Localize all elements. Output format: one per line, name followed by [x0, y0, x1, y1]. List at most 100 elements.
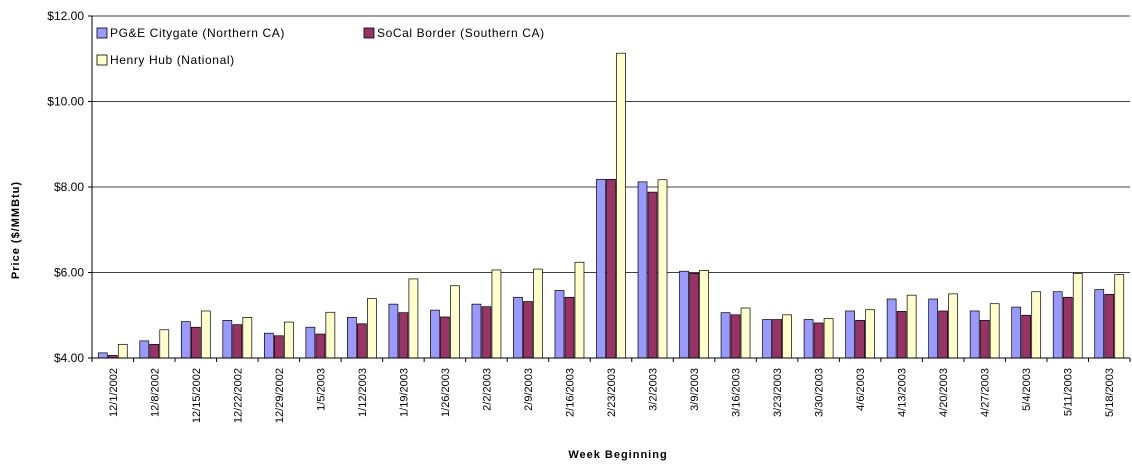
bar-1/5/2003-s1 — [315, 333, 326, 359]
bar-4/27/2003-s2 — [989, 303, 1000, 359]
bar-12/15/2002-s1 — [190, 326, 201, 359]
bar-3/2/2003-s1 — [647, 191, 658, 359]
bar-1/12/2003-s2 — [367, 298, 377, 359]
bar-1/5/2003-s0 — [305, 326, 316, 359]
bar-12/8/2002-s0 — [139, 340, 150, 359]
bar-1/26/2003-s2 — [450, 285, 460, 359]
bar-12/22/2002-s2 — [242, 317, 253, 359]
legend-swatch-henry-hub — [96, 54, 108, 66]
bar-2/2/2003-s2 — [491, 269, 502, 359]
bar-3/16/2003-s0 — [720, 312, 731, 359]
bar-4/13/2003-s1 — [896, 311, 907, 359]
bar-2/16/2003-s0 — [554, 290, 565, 359]
x-tick-label-9: 2/2/2003 — [481, 368, 493, 411]
legend-label-pge: PG&E Citygate (Northern CA) — [110, 26, 285, 40]
bar-3/9/2003-s1 — [689, 273, 699, 359]
x-tick-label-16: 3/23/2003 — [772, 368, 784, 417]
bars — [97, 52, 1125, 359]
bar-5/11/2003-s2 — [1072, 273, 1083, 359]
x-tick-label-8: 1/26/2003 — [440, 368, 452, 417]
legend-swatch-socal — [363, 27, 375, 39]
bar-1/19/2003-s1 — [398, 312, 409, 359]
bar-2/2/2003-s1 — [481, 306, 492, 359]
bar-2/16/2003-s2 — [574, 261, 585, 359]
legend-swatch-pge — [96, 27, 108, 39]
bar-12/29/2002-s1 — [273, 335, 284, 359]
y-tick-labels: $4.00 $6.00 $8.00 $10.00 $12.00 — [47, 9, 84, 365]
x-tick-label-20: 4/20/2003 — [938, 368, 950, 417]
bar-12/8/2002-s1 — [149, 343, 160, 359]
bar-5/11/2003-s1 — [1062, 296, 1073, 359]
bar-3/30/2003-s2 — [823, 318, 834, 359]
x-tick-label-1: 12/8/2002 — [149, 368, 161, 417]
bar-5/18/2003-s2 — [1114, 274, 1125, 359]
bar-3/23/2003-s1 — [772, 319, 782, 359]
bar-12/15/2002-s2 — [200, 310, 211, 359]
bar-12/29/2002-s2 — [283, 321, 294, 359]
x-tick-label-2: 12/15/2002 — [191, 368, 203, 423]
x-tick-label-0: 12/1/2002 — [108, 368, 120, 417]
y-tick-label-0: $4.00 — [54, 351, 84, 365]
x-tick-label-14: 3/9/2003 — [689, 368, 701, 411]
bar-12/8/2002-s2 — [159, 329, 170, 359]
x-tick-label-15: 3/16/2003 — [731, 368, 743, 417]
bar-3/23/2003-s2 — [782, 314, 792, 359]
bar-3/2/2003-s0 — [637, 181, 648, 359]
bar-3/30/2003-s0 — [803, 319, 814, 359]
bar-1/19/2003-s0 — [388, 303, 399, 359]
bar-2/9/2003-s2 — [533, 268, 543, 359]
bar-2/23/2003-s1 — [606, 178, 616, 359]
bar-2/16/2003-s1 — [564, 296, 575, 359]
y-tick-label-4: $12.00 — [47, 9, 84, 23]
x-tick-label-6: 1/12/2003 — [357, 368, 369, 417]
bar-3/2/2003-s2 — [657, 179, 668, 359]
x-tick-label-7: 1/19/2003 — [398, 368, 410, 417]
bar-4/20/2003-s0 — [928, 298, 939, 359]
bar-1/12/2003-s1 — [357, 323, 367, 359]
bar-12/15/2002-s0 — [180, 321, 191, 359]
bar-1/19/2003-s2 — [408, 278, 419, 359]
legend: PG&E Citygate (Northern CA) SoCal Border… — [96, 26, 544, 67]
bar-2/23/2003-s0 — [596, 178, 606, 359]
x-tick-labels: 12/1/2002 12/8/2002 12/15/2002 12/22/2002 12… — [108, 368, 1116, 423]
bar-5/18/2003-s1 — [1104, 293, 1115, 359]
bar-3/9/2003-s0 — [679, 270, 689, 359]
bar-1/26/2003-s0 — [430, 309, 440, 359]
bar-12/22/2002-s0 — [222, 320, 233, 359]
bar-4/27/2003-s1 — [979, 320, 990, 359]
x-tick-label-17: 3/30/2003 — [814, 368, 826, 417]
x-tick-label-13: 3/2/2003 — [648, 368, 660, 411]
bar-3/23/2003-s0 — [762, 319, 772, 359]
x-tick-label-24: 5/18/2003 — [1104, 368, 1116, 417]
bar-5/11/2003-s0 — [1052, 291, 1063, 359]
x-tick-label-12: 2/23/2003 — [606, 368, 618, 417]
bar-4/13/2003-s0 — [886, 298, 897, 359]
bar-12/1/2002-s0 — [97, 352, 108, 359]
x-tick-label-23: 5/11/2003 — [1063, 368, 1075, 416]
bar-4/13/2003-s2 — [906, 294, 917, 359]
bar-4/27/2003-s0 — [969, 310, 980, 359]
bar-1/12/2003-s0 — [347, 317, 357, 359]
x-tick-label-22: 5/4/2003 — [1021, 368, 1033, 411]
bar-3/9/2003-s2 — [699, 270, 709, 359]
bar-12/29/2002-s0 — [263, 332, 274, 359]
x-tick-label-10: 2/9/2003 — [523, 368, 535, 411]
bar-4/20/2003-s1 — [938, 310, 949, 359]
bar-12/1/2002-s2 — [117, 343, 128, 359]
bar-2/23/2003-s2 — [616, 52, 626, 359]
x-tick-label-18: 4/6/2003 — [855, 368, 867, 411]
y-tick-label-2: $8.00 — [54, 180, 84, 194]
bar-1/26/2003-s1 — [440, 316, 450, 359]
bar-2/9/2003-s1 — [523, 301, 533, 359]
x-tick-label-19: 4/13/2003 — [897, 368, 909, 417]
y-axis-title: Price ($/MMBtu) — [10, 181, 22, 279]
x-tick-label-5: 1/5/2003 — [315, 368, 327, 411]
bar-1/5/2003-s2 — [325, 311, 336, 359]
y-tick-label-3: $10.00 — [47, 95, 84, 109]
bar-4/6/2003-s2 — [865, 309, 875, 359]
bar-4/20/2003-s2 — [948, 293, 959, 359]
bar-4/6/2003-s1 — [855, 320, 865, 359]
y-tick-label-1: $6.00 — [54, 266, 84, 280]
x-tick-label-3: 12/22/2002 — [232, 368, 244, 423]
